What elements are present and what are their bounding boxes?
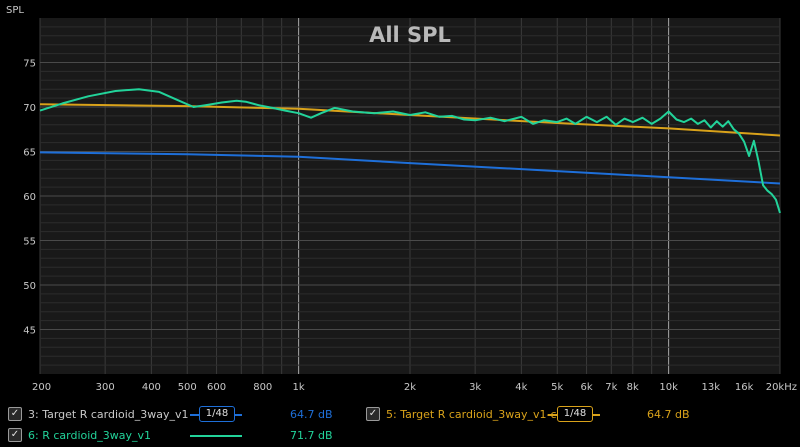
x-tick-labels: 200 300 400 500 600 800 1k 2k 3k 4k 5k 6k 7k 8k 10k 13k… bbox=[32, 382, 797, 393]
y-tick-label: 50 bbox=[23, 281, 36, 292]
series-line-1[interactable] bbox=[39, 151, 781, 185]
y-tick-label: 60 bbox=[23, 192, 36, 203]
legend-checkbox-target-r[interactable]: ✓ bbox=[8, 407, 22, 421]
x-tick-label: 400 bbox=[142, 382, 161, 393]
legend-item-target-r-cardioid: ✓ 3: Target R cardioid_3way_v1 1/48 64.7… bbox=[0, 406, 800, 426]
y-tick-label: 45 bbox=[23, 326, 36, 337]
grid bbox=[39, 18, 781, 374]
x-tick-label: 500 bbox=[178, 382, 197, 393]
x-tick-label: 13k bbox=[702, 382, 721, 393]
x-tick-label: 3k bbox=[469, 382, 481, 393]
y-tick-labels: 45 50 55 60 65 70 75 bbox=[23, 59, 36, 337]
x-tick-label: 2k bbox=[404, 382, 416, 393]
legend-label[interactable]: 6: R cardioid_3way_v1 bbox=[28, 429, 152, 442]
legend: ✓ 3: Target R cardioid_3way_v1 1/48 64.7… bbox=[0, 400, 800, 447]
y-tick-label: 75 bbox=[23, 59, 36, 70]
y-tick-label: 55 bbox=[23, 237, 36, 248]
y-axis-label: SPL bbox=[6, 5, 24, 16]
legend-item-target-r-cardioid-c: ✓ 5: Target R cardioid_3way_v1-c 1/48 64… bbox=[0, 406, 800, 426]
smoothing-button-target-r[interactable]: 1/48 bbox=[199, 406, 235, 422]
smoothing-button-target-r-c[interactable]: 1/48 bbox=[557, 406, 593, 422]
x-tick-label: 5k bbox=[551, 382, 563, 393]
x-tick-label: 4k bbox=[515, 382, 527, 393]
x-tick-label: 200 bbox=[32, 382, 51, 393]
series-line-3[interactable] bbox=[39, 88, 781, 214]
y-tick-label: 65 bbox=[23, 148, 36, 159]
x-tick-label: 1k bbox=[293, 382, 305, 393]
legend-checkbox-r-cardioid[interactable]: ✓ bbox=[8, 428, 22, 442]
x-tick-label: 300 bbox=[96, 382, 115, 393]
legend-value: 64.7 dB bbox=[647, 408, 690, 421]
x-tick-label: 8k bbox=[627, 382, 639, 393]
legend-swatch bbox=[190, 435, 242, 437]
series-lines bbox=[39, 88, 781, 214]
legend-value: 71.7 dB bbox=[290, 429, 333, 442]
x-tick-label: 16k bbox=[735, 382, 754, 393]
x-tick-label: 20kHz bbox=[766, 382, 797, 393]
chart-title: All SPL bbox=[369, 23, 451, 47]
legend-checkbox-target-r-c[interactable]: ✓ bbox=[366, 407, 380, 421]
legend-value: 64.7 dB bbox=[290, 408, 333, 421]
y-tick-label: 70 bbox=[23, 103, 36, 114]
x-tick-label: 600 bbox=[207, 382, 226, 393]
spl-chart[interactable]: 45 50 55 60 65 70 75 200 300 400 500 600 800 1k 2k 3k 4… bbox=[0, 0, 800, 400]
legend-item-r-cardioid: ✓ 6: R cardioid_3way_v1 71.7 dB bbox=[0, 427, 800, 447]
x-tick-label: 6k bbox=[580, 382, 592, 393]
x-tick-label: 7k bbox=[605, 382, 617, 393]
legend-label[interactable]: 3: Target R cardioid_3way_v1 bbox=[28, 408, 189, 421]
x-tick-label: 800 bbox=[253, 382, 272, 393]
legend-label[interactable]: 5: Target R cardioid_3way_v1-c bbox=[386, 408, 557, 421]
x-tick-label: 10k bbox=[659, 382, 678, 393]
